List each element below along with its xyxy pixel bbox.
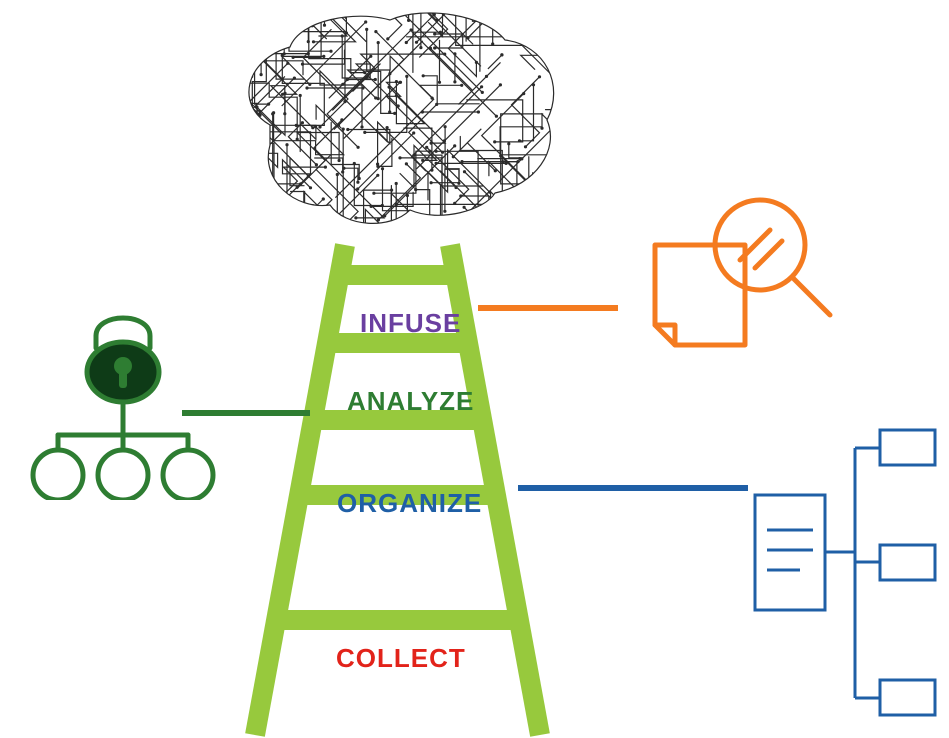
connector-organize <box>518 485 748 491</box>
rung-label-analyze: ANALYZE <box>347 386 474 417</box>
circuit-brain-icon <box>215 5 575 245</box>
rung-label-infuse: INFUSE <box>360 308 461 339</box>
rung-label-organize: ORGANIZE <box>337 488 482 519</box>
connector-infuse <box>478 305 618 311</box>
magnifier-document-icon <box>620 190 850 370</box>
secure-network-icon <box>18 300 228 500</box>
org-hierarchy-icon <box>745 420 945 735</box>
ai-ladder-diagram: { "canvas": { "width": 949, "height": 73… <box>0 0 949 738</box>
rung-label-collect: COLLECT <box>336 643 466 674</box>
